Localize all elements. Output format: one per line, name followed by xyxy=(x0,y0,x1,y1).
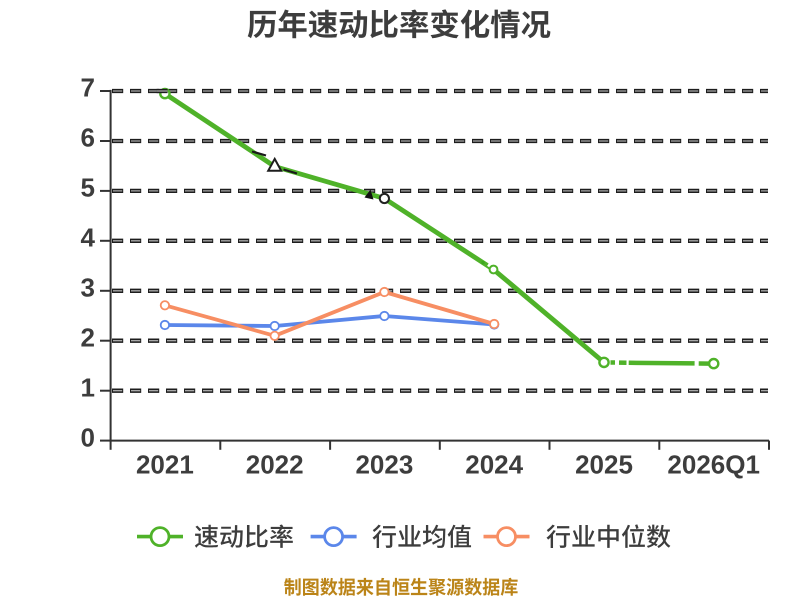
svg-text:2026Q1: 2026Q1 xyxy=(667,450,760,480)
svg-text:7: 7 xyxy=(81,73,95,103)
svg-text:2022: 2022 xyxy=(246,450,304,480)
svg-text:6: 6 xyxy=(81,123,95,153)
svg-text:2023: 2023 xyxy=(355,450,413,480)
svg-text:2025: 2025 xyxy=(575,450,633,480)
svg-text:0: 0 xyxy=(81,422,95,452)
svg-text:4: 4 xyxy=(81,223,96,253)
svg-text:3: 3 xyxy=(81,273,95,303)
svg-text:2021: 2021 xyxy=(136,450,194,480)
svg-text:2: 2 xyxy=(81,322,95,352)
svg-text:2024: 2024 xyxy=(465,450,523,480)
svg-text:1: 1 xyxy=(81,372,95,402)
svg-text:5: 5 xyxy=(81,173,95,203)
